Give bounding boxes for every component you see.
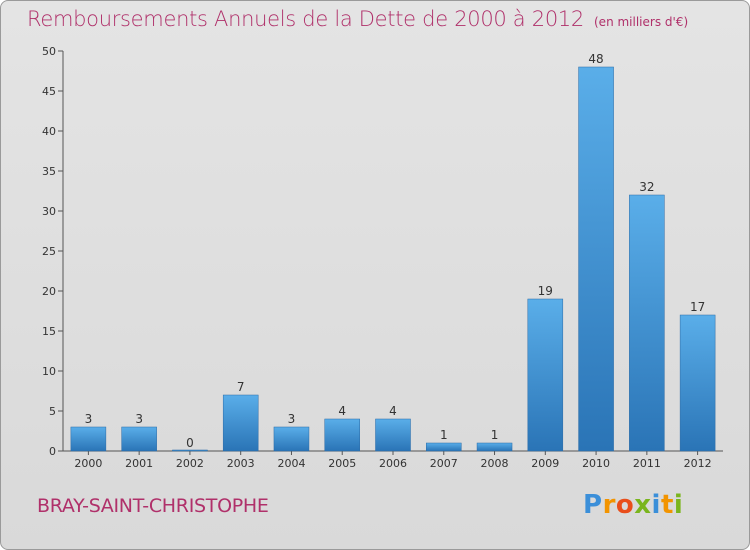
y-tick-label: 30 (42, 205, 56, 218)
x-tick-label: 2008 (481, 457, 509, 470)
y-tick-label: 0 (49, 445, 56, 458)
data-label-2010: 48 (588, 52, 603, 66)
y-tick-label: 10 (42, 365, 56, 378)
bar-2000 (70, 426, 107, 452)
logo-letter: i (651, 490, 661, 520)
proxiti-logo: Proxiti (583, 490, 683, 520)
x-tick-label: 2006 (379, 457, 407, 470)
bar-2008 (476, 442, 513, 452)
x-tick-label: 2005 (328, 457, 356, 470)
data-label-2012: 17 (690, 300, 705, 314)
data-label-2004: 3 (288, 412, 296, 426)
y-tick-label: 45 (42, 85, 56, 98)
data-label-2003: 7 (237, 380, 245, 394)
bar-2009 (527, 298, 564, 452)
data-label-2011: 32 (639, 180, 654, 194)
bar-2007 (426, 442, 462, 452)
bar-2006 (375, 418, 411, 452)
y-tick-label: 40 (42, 125, 56, 138)
bar-2002 (172, 449, 208, 452)
data-label-2008: 1 (491, 428, 499, 442)
chart-title: Remboursements Annuels de la Dette de 20… (27, 7, 688, 31)
data-label-2009: 19 (538, 284, 553, 298)
x-tick-label: 2002 (176, 457, 204, 470)
data-label-2000: 3 (85, 412, 93, 426)
y-tick-label: 50 (42, 45, 56, 58)
x-tick-label: 2003 (227, 457, 255, 470)
bar-2010 (578, 66, 614, 452)
bar-chart: 0 5 10 15 20 25 30 35 40 45 50 2000 3 2001 3 2002 0 2003… (42, 45, 723, 470)
data-label-2001: 3 (135, 412, 143, 426)
logo-letter: i (673, 490, 684, 520)
data-label-2005: 4 (338, 404, 346, 418)
y-tick-label: 25 (42, 245, 56, 258)
x-tick-label: 2012 (684, 457, 712, 470)
logo-letter: P (583, 490, 603, 520)
x-tick-label: 2011 (633, 457, 661, 470)
bar-2001 (121, 426, 157, 452)
x-tick-label: 2000 (74, 457, 102, 470)
x-tick-label: 2004 (277, 457, 305, 470)
chart-title-text: Remboursements Annuels de la Dette de 20… (27, 7, 584, 31)
city-name: BRAY-SAINT-CHRISTOPHE (37, 495, 269, 517)
bar-2012 (679, 314, 716, 452)
y-tick-label: 5 (49, 405, 56, 418)
bar-2003 (222, 394, 259, 452)
y-tick-label: 15 (42, 325, 56, 338)
logo-letter: o (615, 490, 635, 520)
data-label-2006: 4 (389, 404, 397, 418)
logo-letter: x (634, 490, 652, 520)
logo-letter: r (602, 490, 616, 520)
data-label-2002: 0 (186, 436, 194, 450)
y-tick-label: 20 (42, 285, 56, 298)
bar-2005 (324, 418, 360, 452)
chart-unit: (en milliers d'€) (594, 15, 689, 29)
data-label-2007: 1 (440, 428, 448, 442)
chart-labels: 2000 3 2001 3 2002 0 2003 7 2004 3 2005 4 2006 4 2007 1… (74, 52, 711, 470)
bar-2011 (629, 194, 665, 452)
y-tick-label: 35 (42, 165, 56, 178)
x-tick-label: 2001 (125, 457, 153, 470)
x-tick-label: 2010 (582, 457, 610, 470)
x-tick-label: 2007 (430, 457, 458, 470)
x-tick-label: 2009 (531, 457, 559, 470)
bar-2004 (273, 426, 310, 452)
logo-letter: t (660, 490, 674, 520)
chart-bars (70, 66, 716, 452)
